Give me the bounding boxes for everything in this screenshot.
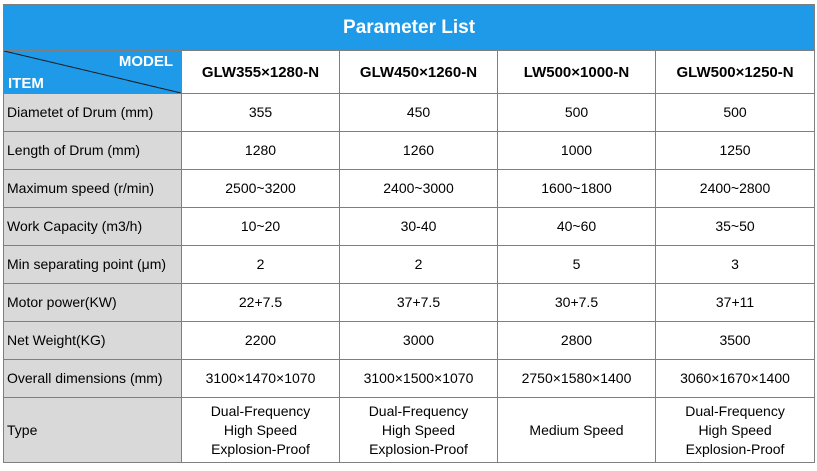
- type-line: High Speed: [223, 421, 298, 438]
- table-row: Motor power(KW) 22+7.5 37+7.5 30+7.5 37+…: [3, 283, 816, 322]
- table-cell: 2400~2800: [654, 169, 816, 208]
- model-header-0: GLW355×1280-N: [181, 50, 340, 94]
- table-cell: 355: [181, 93, 340, 132]
- model-header-3: GLW500×1250-N: [654, 50, 816, 94]
- table-cell: 30-40: [339, 207, 498, 246]
- table-cell: Dual-Frequency High Speed Explosion-Proo…: [339, 397, 498, 463]
- table-cell: Dual-Frequency High Speed Explosion-Proo…: [654, 397, 816, 463]
- table-cell: 5: [497, 245, 656, 284]
- table-cell: 3100×1500×1070: [339, 359, 498, 398]
- table-row: Net Weight(KG) 2200 3000 2800 3500: [3, 321, 816, 360]
- corner-header-cell: MODEL ITEM: [3, 50, 182, 94]
- table-cell: 3100×1470×1070: [181, 359, 340, 398]
- row-label: Length of Drum (mm): [3, 131, 182, 170]
- table-cell: 2750×1580×1400: [497, 359, 656, 398]
- table-row: Work Capacity (m3/h) 10~20 30-40 40~60 3…: [3, 207, 816, 246]
- table-cell: 37+7.5: [339, 283, 498, 322]
- table-cell: 450: [339, 93, 498, 132]
- table-cell: 1600~1800: [497, 169, 656, 208]
- table-cell: 35~50: [654, 207, 816, 246]
- table-cell: 500: [497, 93, 656, 132]
- model-header-1: GLW450×1260-N: [339, 50, 498, 94]
- table-row: Length of Drum (mm) 1280 1260 1000 1250: [3, 131, 816, 170]
- table-cell: 2800: [497, 321, 656, 360]
- table-row: Diametet of Drum (mm) 355 450 500 500: [3, 93, 816, 132]
- table-cell: 40~60: [497, 207, 656, 246]
- type-line: Explosion-Proof: [211, 440, 310, 457]
- row-label: Work Capacity (m3/h): [3, 207, 182, 246]
- table-cell: 30+7.5: [497, 283, 656, 322]
- table-row: Maximum speed (r/min) 2500~3200 2400~300…: [3, 169, 816, 208]
- table-cell: 2: [339, 245, 498, 284]
- table-cell: 3000: [339, 321, 498, 360]
- row-label: Diametet of Drum (mm): [3, 93, 182, 132]
- table-cell: 2200: [181, 321, 340, 360]
- table-cell: Medium Speed: [497, 397, 656, 463]
- table-cell: 2500~3200: [181, 169, 340, 208]
- type-line: Dual-Frequency: [368, 402, 469, 419]
- table-cell: 1250: [654, 131, 816, 170]
- type-line: Explosion-Proof: [369, 440, 468, 457]
- type-line: Dual-Frequency: [210, 402, 311, 419]
- row-label: Overall dimensions (mm): [3, 359, 182, 398]
- table-cell: 500: [654, 93, 816, 132]
- table-cell: 37+11: [654, 283, 816, 322]
- table-title: Parameter List: [2, 4, 816, 51]
- model-header-2: LW500×1000-N: [497, 50, 656, 94]
- item-label: ITEM: [8, 75, 44, 92]
- table-row-type: Type Dual-Frequency High Speed Explosion…: [3, 397, 816, 463]
- table-cell: 1000: [497, 131, 656, 170]
- type-line: High Speed: [381, 421, 456, 438]
- table-row: Overall dimensions (mm) 3100×1470×1070 3…: [3, 359, 816, 398]
- table-cell: 10~20: [181, 207, 340, 246]
- table-cell: 3060×1670×1400: [654, 359, 816, 398]
- table-cell: 1260: [339, 131, 498, 170]
- type-line: Medium Speed: [529, 421, 624, 438]
- type-line: High Speed: [698, 421, 772, 438]
- table-cell: 22+7.5: [181, 283, 340, 322]
- row-label: Motor power(KW): [3, 283, 182, 322]
- model-label: MODEL: [118, 53, 173, 70]
- row-label: Maximum speed (r/min): [3, 169, 182, 208]
- parameter-table: Parameter List MODEL ITEM GLW355×1280-N …: [2, 4, 816, 463]
- type-line: Dual-Frequency: [685, 402, 785, 419]
- table-cell: 3: [654, 245, 816, 284]
- header-row: MODEL ITEM GLW355×1280-N GLW450×1260-N L…: [3, 50, 816, 94]
- diagonal-divider: [4, 51, 181, 93]
- row-label: Net Weight(KG): [3, 321, 182, 360]
- type-line: Explosion-Proof: [685, 440, 785, 457]
- table-cell: Dual-Frequency High Speed Explosion-Proo…: [181, 397, 340, 463]
- row-label: Type: [3, 397, 182, 463]
- table-row: Min separating point (μm) 2 2 5 3: [3, 245, 816, 284]
- table-cell: 2400~3000: [339, 169, 498, 208]
- table-cell: 2: [181, 245, 340, 284]
- table-cell: 3500: [654, 321, 816, 360]
- row-label: Min separating point (μm): [3, 245, 182, 284]
- table-cell: 1280: [181, 131, 340, 170]
